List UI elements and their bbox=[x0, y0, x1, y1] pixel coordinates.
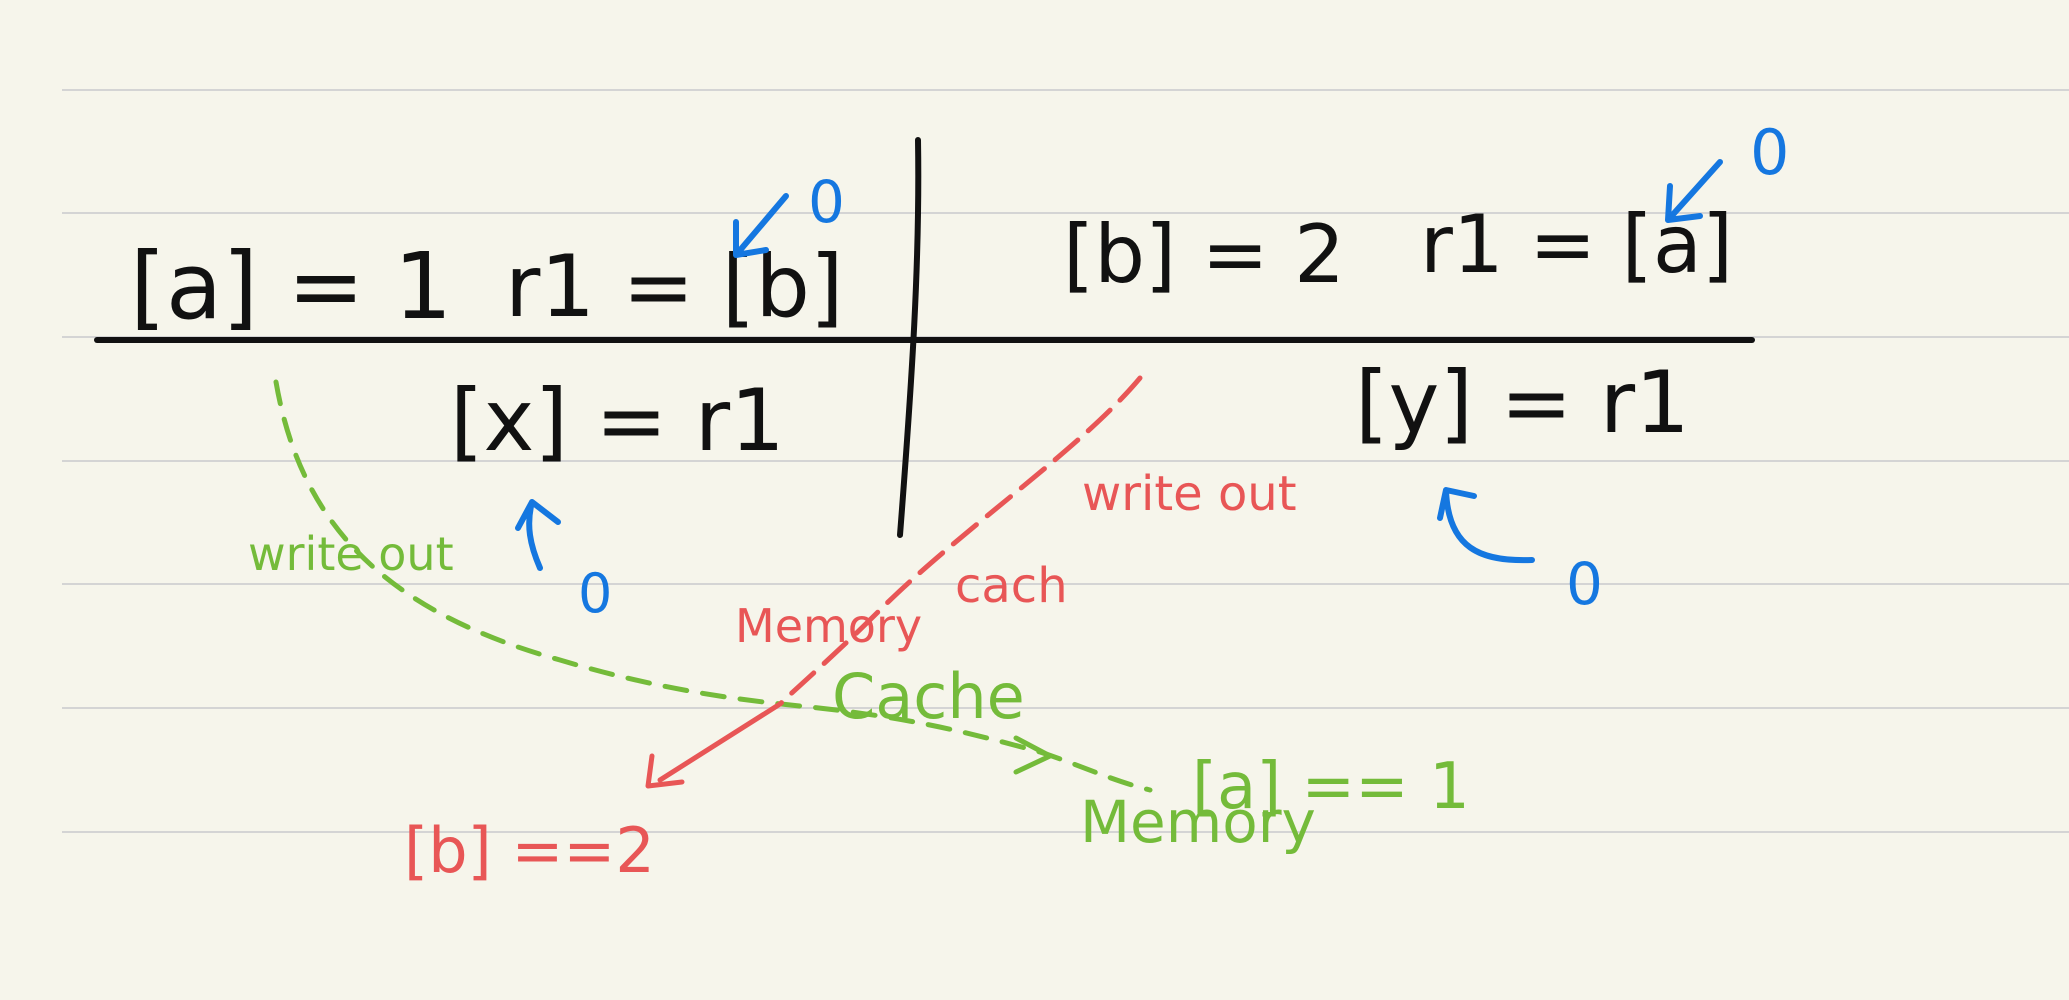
red-writeout-label: write out bbox=[1082, 466, 1297, 522]
blue-annotations: 0 0 0 0 bbox=[515, 116, 1789, 625]
left-load-text: r1 = [b] bbox=[505, 237, 844, 337]
red-result-label: [b] ==2 bbox=[404, 814, 655, 887]
red-arrowhead bbox=[645, 753, 685, 789]
blue-arrow-right-store bbox=[1437, 487, 1535, 564]
blue-arrow-left-store bbox=[515, 499, 561, 571]
green-memory-label: Memory bbox=[1080, 788, 1316, 856]
right-load-text: r1 = [a] bbox=[1420, 198, 1733, 291]
green-cache-label: Cache bbox=[832, 660, 1025, 733]
left-store-text: [a] = 1 bbox=[130, 233, 452, 340]
green-result-label: [a] == 1 bbox=[1192, 750, 1470, 824]
red-solid-path bbox=[657, 701, 783, 783]
red-cache-label: cach bbox=[955, 558, 1068, 614]
table-vertical-line bbox=[897, 137, 922, 538]
blue-arrow-left-load bbox=[733, 193, 789, 258]
red-path: write out cach Memory [b] ==2 bbox=[404, 375, 1297, 887]
green-arrowhead bbox=[1013, 735, 1053, 775]
blue-arrow-right-load bbox=[1665, 159, 1723, 223]
right-second-store-text: [y] = r1 bbox=[1355, 353, 1690, 453]
red-memory-label: Memory bbox=[735, 599, 922, 653]
red-dashed-path bbox=[777, 375, 1143, 707]
right-store-text: [b] = 2 bbox=[1063, 208, 1345, 301]
left-second-store-text: [x] = r1 bbox=[450, 371, 785, 471]
blue-zero-right-store: 0 bbox=[1566, 550, 1603, 618]
green-writeout-label: write out bbox=[248, 527, 454, 581]
blue-zero-left-load: 0 bbox=[808, 168, 845, 236]
green-path: write out Cache Memory [a] == 1 bbox=[248, 379, 1470, 856]
ruled-lines bbox=[62, 89, 2069, 833]
blue-zero-right-load: 0 bbox=[1750, 116, 1789, 189]
blue-zero-left-store: 0 bbox=[578, 562, 612, 625]
